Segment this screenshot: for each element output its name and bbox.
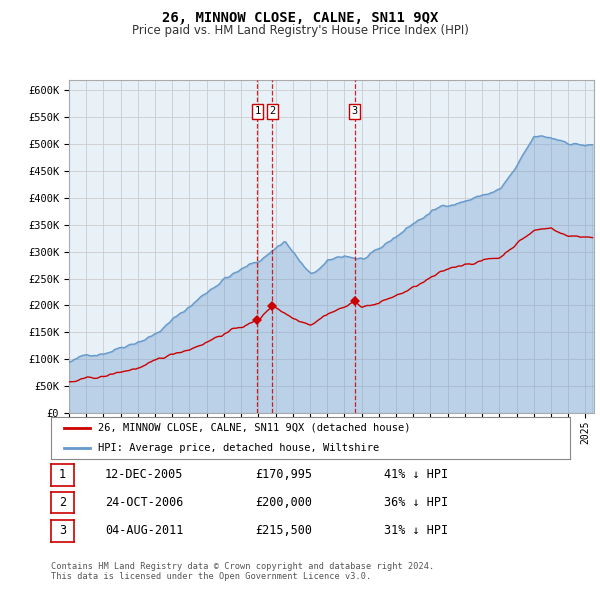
- Text: 3: 3: [352, 106, 358, 116]
- Text: 41% ↓ HPI: 41% ↓ HPI: [384, 468, 448, 481]
- Text: £200,000: £200,000: [255, 496, 312, 509]
- Text: 04-AUG-2011: 04-AUG-2011: [105, 525, 184, 537]
- Text: 24-OCT-2006: 24-OCT-2006: [105, 496, 184, 509]
- Text: 2: 2: [269, 106, 275, 116]
- Text: 26, MINNOW CLOSE, CALNE, SN11 9QX: 26, MINNOW CLOSE, CALNE, SN11 9QX: [162, 11, 438, 25]
- Text: 1: 1: [254, 106, 260, 116]
- Text: 31% ↓ HPI: 31% ↓ HPI: [384, 525, 448, 537]
- Text: 26, MINNOW CLOSE, CALNE, SN11 9QX (detached house): 26, MINNOW CLOSE, CALNE, SN11 9QX (detac…: [98, 422, 410, 432]
- Text: 1: 1: [59, 468, 66, 481]
- Text: 36% ↓ HPI: 36% ↓ HPI: [384, 496, 448, 509]
- Text: 2: 2: [59, 496, 66, 509]
- Text: 12-DEC-2005: 12-DEC-2005: [105, 468, 184, 481]
- Text: £170,995: £170,995: [255, 468, 312, 481]
- Text: HPI: Average price, detached house, Wiltshire: HPI: Average price, detached house, Wilt…: [98, 444, 379, 453]
- Text: Price paid vs. HM Land Registry's House Price Index (HPI): Price paid vs. HM Land Registry's House …: [131, 24, 469, 37]
- Text: £215,500: £215,500: [255, 525, 312, 537]
- Text: 3: 3: [59, 525, 66, 537]
- Text: Contains HM Land Registry data © Crown copyright and database right 2024.
This d: Contains HM Land Registry data © Crown c…: [51, 562, 434, 581]
